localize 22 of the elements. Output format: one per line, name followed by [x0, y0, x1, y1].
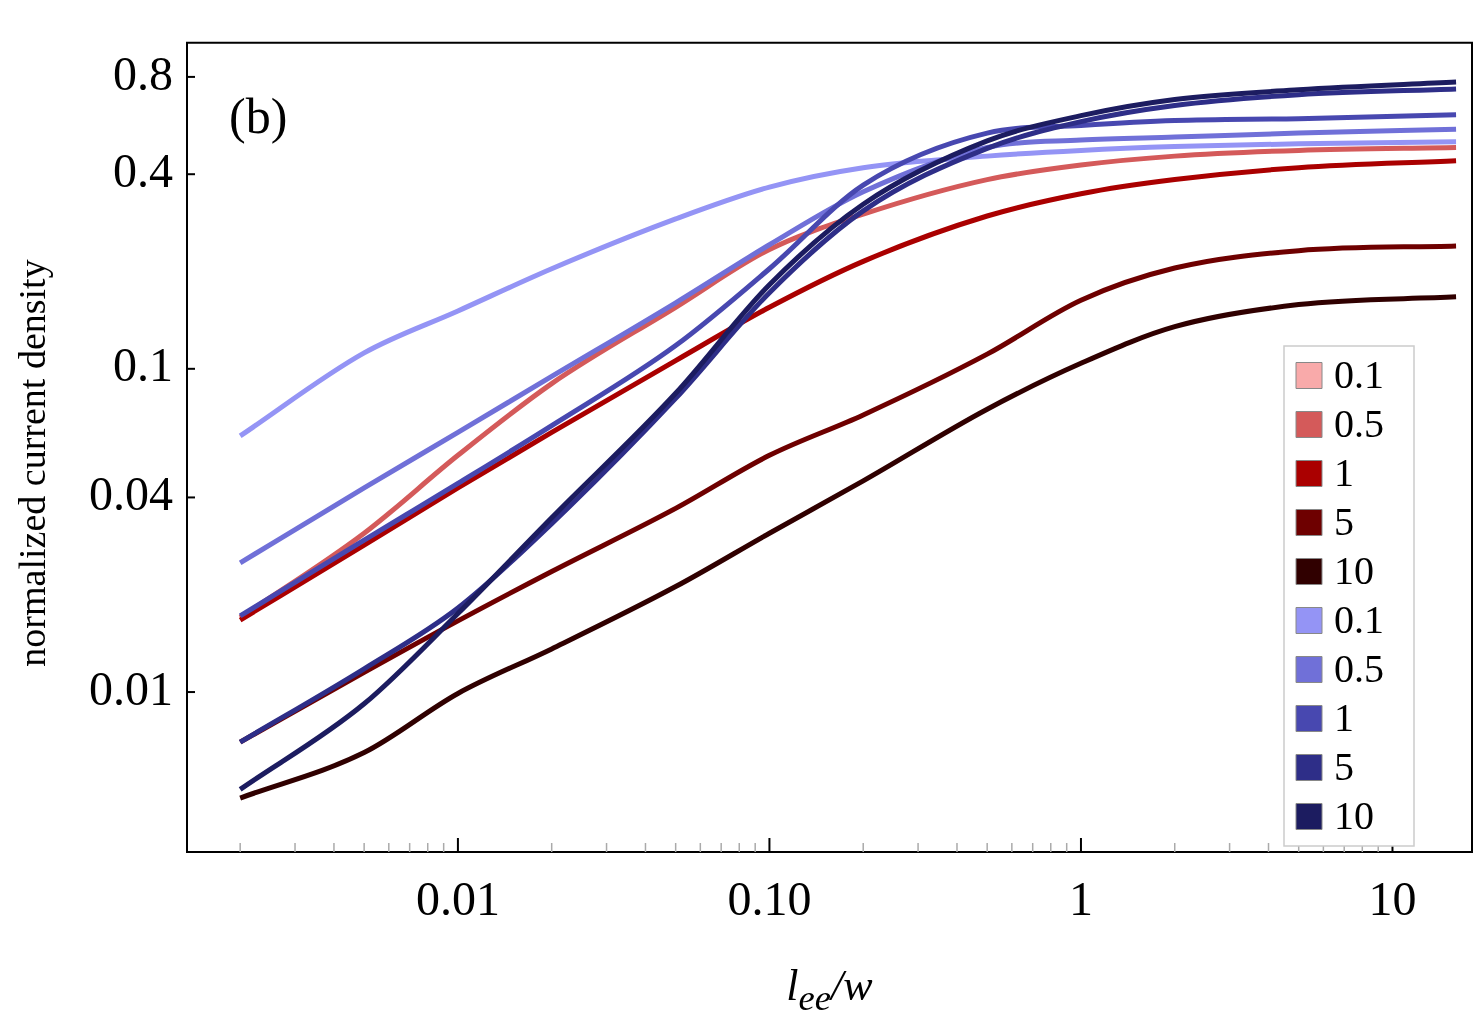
y-tick-label: 0.01 [89, 661, 173, 715]
legend-label: 1 [1334, 695, 1354, 740]
legend-label: 0.1 [1334, 597, 1384, 642]
y-axis-title: normalized current density [10, 259, 54, 667]
y-tick-label: 0.1 [113, 338, 173, 392]
x-axis-title: l$_{ee}$/w [785, 960, 874, 1019]
legend-label: 0.5 [1334, 646, 1384, 691]
legend-label: 10 [1334, 793, 1374, 838]
legend-label: 5 [1334, 499, 1354, 544]
legend-label: 0.1 [1334, 352, 1384, 397]
x-tick-label: 1 [1068, 872, 1093, 926]
x-tick-label: 0.10 [727, 872, 812, 926]
y-tick-label: 0.8 [113, 46, 173, 100]
legend-label: 10 [1334, 548, 1374, 593]
annotation: (b) [229, 87, 288, 144]
legend-label: 5 [1334, 744, 1354, 789]
x-tick-label: 10 [1368, 872, 1417, 926]
legend-label: 1 [1334, 450, 1354, 495]
y-tick-label: 0.4 [113, 143, 173, 197]
y-tick-label: 0.04 [89, 467, 173, 521]
legend-label: 0.5 [1334, 401, 1384, 446]
x-tick-label: 0.01 [415, 872, 500, 926]
